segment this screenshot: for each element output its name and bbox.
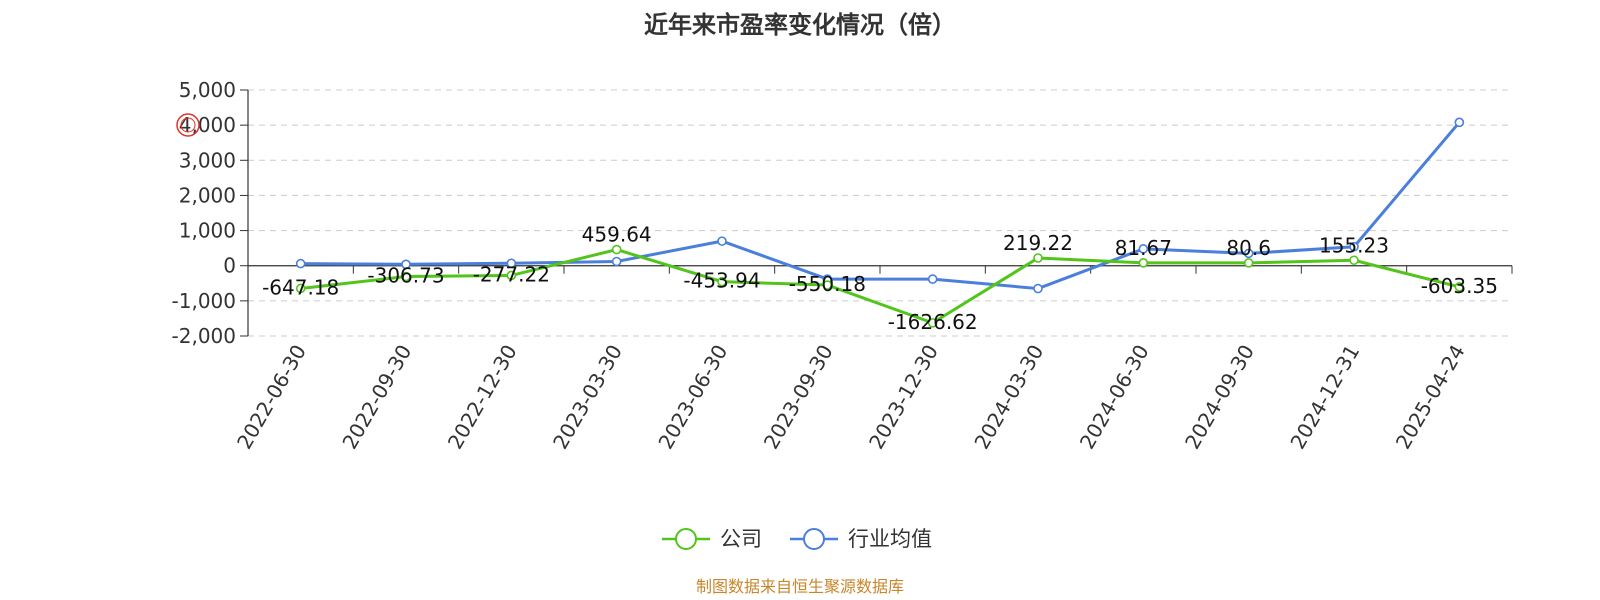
company-point[interactable]	[1243, 258, 1254, 268]
watermark-icon	[176, 113, 200, 137]
y-tick-label: 2,000	[179, 183, 236, 207]
company-data-label: -306.73	[367, 263, 444, 287]
x-tick-label: 2024-09-30	[1180, 341, 1259, 454]
company-data-label: 81.67	[1115, 236, 1172, 260]
x-tick-label: 2024-12-31	[1285, 341, 1364, 454]
x-tick-label: 2024-03-30	[969, 341, 1048, 454]
company-data-label: 459.64	[582, 223, 652, 247]
company-point[interactable]	[717, 276, 727, 287]
company-point[interactable]	[1454, 282, 1465, 292]
industry-avg-point[interactable]	[401, 259, 411, 270]
x-axis: 2022-06-30 2022-09-30 2022-12-30 2023-03-30…	[232, 265, 1513, 454]
legend-label-company: 公司	[720, 527, 762, 551]
x-tick-label: 2023-06-30	[653, 341, 732, 454]
legend-item-industry-avg[interactable]: 行业均值	[790, 527, 932, 551]
company-point[interactable]	[295, 283, 306, 294]
x-tick-label: 2022-09-30	[337, 341, 416, 454]
company-data-label: -1626.62	[888, 310, 978, 334]
industry-avg-point[interactable]	[1454, 117, 1465, 128]
legend-item-company[interactable]: 公司	[662, 527, 762, 551]
y-tick-label: -1,000	[172, 289, 236, 313]
legend-label-industry-avg: 行业均值	[848, 527, 932, 551]
series-layer	[295, 117, 1465, 328]
y-tick-label: 0	[223, 254, 236, 278]
industry-avg-point[interactable]	[611, 256, 622, 267]
x-tick-label: 2023-03-30	[548, 341, 627, 454]
industry-avg-point[interactable]	[927, 274, 938, 284]
source-note: 制图数据来自恒生聚源数据库	[696, 577, 904, 596]
company-point[interactable]	[822, 280, 833, 290]
industry-avg-point[interactable]	[1033, 283, 1043, 294]
y-tick-label: 1,000	[179, 219, 236, 243]
company-point[interactable]	[1349, 255, 1359, 266]
legend: 公司 行业均值	[662, 527, 932, 551]
industry-avg-point[interactable]	[1243, 248, 1254, 259]
x-tick-label: 2024-06-30	[1075, 341, 1154, 454]
company-point[interactable]	[401, 271, 411, 282]
company-data-label: -550.18	[789, 272, 866, 296]
company-line	[300, 248, 1460, 325]
company-point[interactable]	[1033, 253, 1043, 263]
y-tick-label: -2,000	[172, 324, 236, 348]
y-axis: -2,000 -1,000 0 1,000 2,000 3,000 4,000 5,000	[172, 78, 249, 348]
company-data-label: -453.94	[683, 269, 760, 293]
chart-title: 近年来市盈率变化情况（倍）	[644, 11, 956, 39]
industry-avg-point[interactable]	[1138, 244, 1149, 254]
industry-avg-line	[300, 121, 1461, 291]
x-tick-label: 2023-09-30	[759, 341, 838, 454]
y-tick-label: 3,000	[179, 148, 236, 172]
company-data-label: 80.6	[1226, 236, 1271, 260]
x-tick-label: 2022-12-30	[443, 341, 522, 454]
company-data-label: -603.35	[1421, 274, 1498, 298]
company-data-label: -277.22	[473, 262, 550, 286]
y-tick-label: 4,000	[179, 113, 236, 137]
company-data-label: -647.18	[262, 275, 339, 299]
gridlines	[248, 89, 1512, 337]
y-tick-label: 5,000	[179, 78, 236, 102]
company-point[interactable]	[506, 270, 517, 281]
company-data-label: 155.23	[1319, 233, 1389, 257]
x-tick-label: 2022-06-30	[232, 341, 311, 454]
company-point[interactable]	[1138, 258, 1149, 268]
company-point[interactable]	[611, 244, 622, 255]
x-tick-label: 2023-12-30	[864, 341, 943, 454]
data-labels: -647.18 -306.73 -277.22 459.64 -453.94 -550.1…	[262, 223, 1498, 334]
industry-avg-point[interactable]	[295, 258, 306, 269]
industry-avg-point[interactable]	[1349, 241, 1359, 252]
industry-avg-point[interactable]	[717, 236, 727, 246]
x-tick-label: 2025-04-24	[1391, 341, 1470, 454]
company-data-label: 219.22	[1003, 231, 1073, 255]
industry-avg-point[interactable]	[506, 258, 517, 269]
company-point[interactable]	[927, 318, 938, 328]
